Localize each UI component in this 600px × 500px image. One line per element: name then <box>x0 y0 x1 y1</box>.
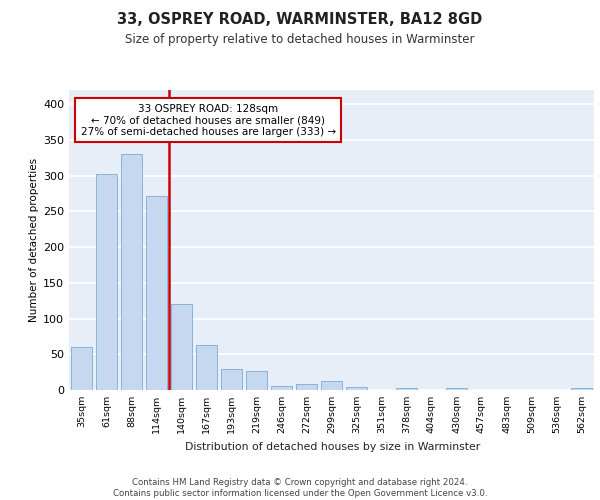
Text: 33 OSPREY ROAD: 128sqm
← 70% of detached houses are smaller (849)
27% of semi-de: 33 OSPREY ROAD: 128sqm ← 70% of detached… <box>80 104 335 136</box>
Bar <box>96 174 117 390</box>
Bar <box>171 304 192 390</box>
Bar <box>71 347 92 390</box>
Bar <box>271 386 292 390</box>
Bar <box>346 387 367 390</box>
Bar <box>396 388 417 390</box>
Text: Size of property relative to detached houses in Warminster: Size of property relative to detached ho… <box>125 32 475 46</box>
Y-axis label: Number of detached properties: Number of detached properties <box>29 158 39 322</box>
Bar <box>321 382 342 390</box>
Bar <box>571 388 592 390</box>
Bar <box>121 154 142 390</box>
Bar <box>446 388 467 390</box>
Text: Contains HM Land Registry data © Crown copyright and database right 2024.
Contai: Contains HM Land Registry data © Crown c… <box>113 478 487 498</box>
Text: 33, OSPREY ROAD, WARMINSTER, BA12 8GD: 33, OSPREY ROAD, WARMINSTER, BA12 8GD <box>118 12 482 28</box>
Bar <box>196 345 217 390</box>
Bar <box>246 370 267 390</box>
Bar <box>146 196 167 390</box>
Bar <box>221 368 242 390</box>
Bar <box>296 384 317 390</box>
Text: Distribution of detached houses by size in Warminster: Distribution of detached houses by size … <box>185 442 481 452</box>
